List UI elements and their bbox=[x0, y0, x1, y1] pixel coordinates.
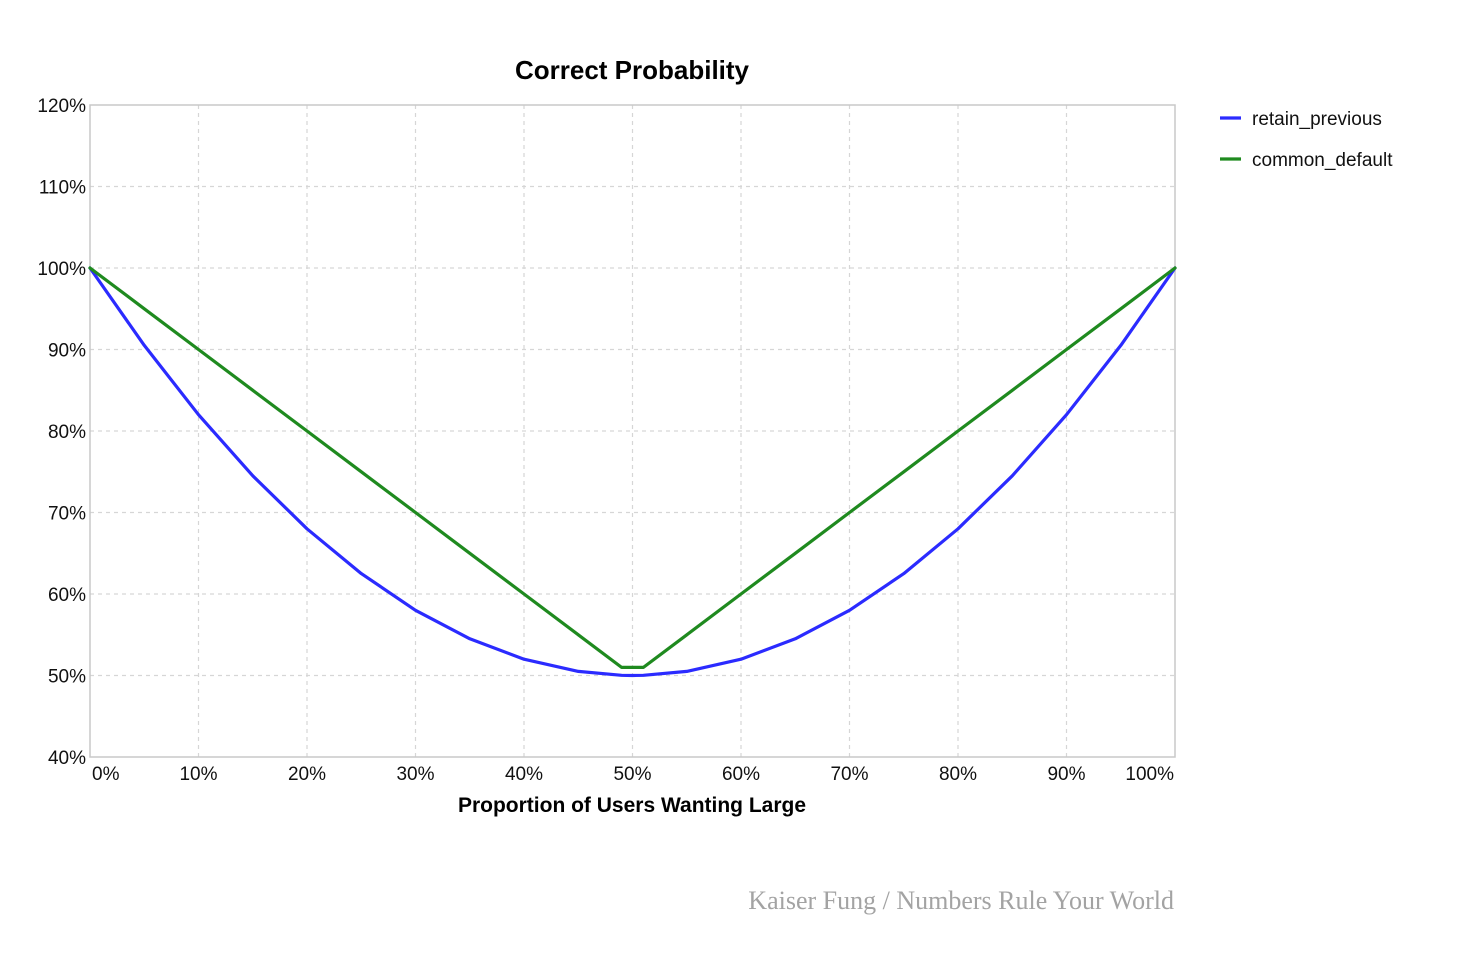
x-tick-label: 80% bbox=[939, 764, 977, 785]
x-tick-label: 70% bbox=[830, 764, 868, 785]
legend-label: common_default bbox=[1252, 150, 1393, 171]
x-tick-label: 30% bbox=[396, 764, 434, 785]
y-tick-label: 50% bbox=[48, 667, 86, 688]
credit-text: Kaiser Fung / Numbers Rule Your World bbox=[748, 886, 1174, 915]
x-tick-label: 10% bbox=[179, 764, 217, 785]
plot-frame bbox=[89, 104, 1176, 758]
x-tick-label: 100% bbox=[1125, 764, 1174, 785]
y-tick-label: 90% bbox=[48, 341, 86, 362]
grid bbox=[90, 105, 1175, 757]
legend: retain_previous common_default bbox=[1220, 109, 1393, 171]
series-layer bbox=[88, 266, 1177, 678]
x-tick-label: 60% bbox=[722, 764, 760, 785]
y-tick-label: 40% bbox=[48, 748, 86, 769]
y-axis: 40% 50% 60% 70% 80% 90% 100% 110% 120% bbox=[37, 96, 86, 769]
chart-title: Correct Probability bbox=[515, 55, 750, 85]
y-tick-label: 110% bbox=[39, 178, 86, 199]
series-line-retain-previous bbox=[88, 266, 1177, 678]
y-tick-label: 80% bbox=[48, 422, 86, 443]
y-tick-label: 60% bbox=[48, 585, 86, 606]
x-tick-label: 0% bbox=[92, 764, 120, 785]
x-tick-label: 20% bbox=[288, 764, 326, 785]
y-tick-label: 70% bbox=[48, 504, 86, 525]
series-line-common-default bbox=[88, 266, 1177, 670]
x-tick-label: 50% bbox=[613, 764, 651, 785]
x-tick-label: 40% bbox=[505, 764, 543, 785]
x-tick-label: 90% bbox=[1047, 764, 1085, 785]
x-axis-title: Proportion of Users Wanting Large bbox=[458, 794, 806, 817]
y-tick-label: 100% bbox=[37, 259, 86, 280]
legend-label: retain_previous bbox=[1252, 109, 1382, 130]
x-axis: 0% 10% 20% 30% 40% 50% 60% 70% 80% 90% 100% bbox=[92, 764, 1174, 785]
y-tick-label: 120% bbox=[37, 96, 86, 117]
